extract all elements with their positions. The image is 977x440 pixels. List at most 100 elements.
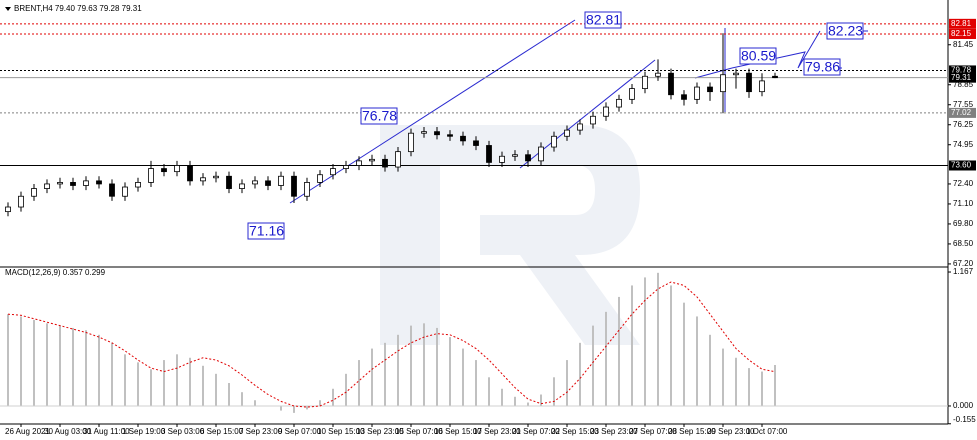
macd-bar [228, 383, 230, 406]
macd-bar [761, 371, 763, 406]
y-tick-label: 81.45 [953, 40, 974, 49]
candle-body [408, 132, 414, 153]
annotation-box [803, 58, 841, 76]
annotation-box [739, 47, 777, 65]
annotation-label: 80.59 [741, 48, 776, 64]
x-tick-label: 21 Sep 07:00 [512, 427, 560, 436]
candle-body [187, 165, 193, 182]
candle-body [603, 106, 609, 117]
candle-body [304, 182, 310, 197]
x-tick-label: 13 Sep 23:00 [356, 427, 404, 436]
x-tick-label: 1 Sep 19:00 [122, 427, 166, 436]
candle-body [668, 72, 674, 96]
y-tick-label: 71.10 [953, 199, 974, 208]
macd-bar [306, 405, 308, 410]
candle-body [746, 72, 752, 93]
macd-signal [7, 281, 776, 408]
annotation-label: 76.78 [362, 108, 397, 124]
macd-bar [189, 357, 191, 406]
macd-bar [150, 369, 152, 406]
candle-body [694, 86, 700, 100]
macd-y-tick-label: -0.155 [953, 415, 976, 424]
macd-bar [241, 392, 243, 406]
macd-bar [332, 388, 334, 406]
macd-bar [254, 400, 256, 406]
candle-body [330, 168, 336, 176]
macd-bar [540, 394, 542, 406]
candle-body [18, 195, 24, 208]
candle-body [5, 206, 11, 213]
candle-body [135, 182, 141, 188]
candle-body [57, 182, 63, 185]
candle-body [681, 94, 687, 100]
candle-body [83, 180, 89, 186]
macd-bar [683, 302, 685, 406]
candle-body [200, 177, 206, 182]
candle-body [499, 155, 505, 163]
macd-bar [319, 400, 321, 406]
macd-bar [293, 405, 295, 413]
macd-bar [423, 323, 425, 406]
annotation-label: 82.23 [828, 23, 863, 39]
macd-bar [215, 373, 217, 406]
level-label-box [949, 160, 976, 171]
macd-bar [436, 327, 438, 406]
candle-body [265, 180, 271, 186]
y-tick-label: 67.20 [953, 259, 974, 268]
candle-body [96, 180, 102, 185]
macd-bar [46, 323, 48, 406]
candle-body [252, 180, 258, 185]
macd-bar [644, 277, 646, 406]
candle-body [525, 154, 531, 162]
candle-body [655, 72, 661, 77]
macd-bar [449, 337, 451, 406]
candle-body [109, 183, 115, 197]
macd-bar [735, 357, 737, 406]
candle-body [31, 188, 37, 197]
level-label-box [949, 72, 976, 83]
y-tick-label: 68.50 [953, 239, 974, 248]
x-tick-label: 26 Aug 2021 [5, 427, 50, 436]
y-tick-label: 76.25 [953, 120, 974, 129]
candle-body [174, 165, 180, 173]
macd-bar [85, 330, 87, 406]
candle-body [486, 145, 492, 163]
macd-bar [98, 334, 100, 406]
level-label-box [949, 28, 976, 39]
macd-bar [696, 316, 698, 406]
macd-bar [124, 354, 126, 406]
macd-bar [410, 325, 412, 406]
x-tick-label: 9 Sep 07:00 [278, 427, 322, 436]
macd-bar [111, 342, 113, 406]
annotation-box [584, 11, 622, 29]
candle-body [148, 168, 154, 183]
annotation-label: 79.86 [805, 59, 840, 75]
level-label: 82.81 [951, 19, 972, 28]
macd-bar [774, 364, 776, 406]
candle-body [70, 182, 76, 186]
macd-bar [358, 360, 360, 406]
level-label: 79.78 [951, 66, 972, 75]
x-tick-label: 6 Sep 15:00 [200, 427, 244, 436]
x-tick-label: 23 Sep 23:00 [590, 427, 638, 436]
x-tick-label: 17 Sep 23:00 [473, 427, 521, 436]
macd-bar [33, 319, 35, 406]
candle-body [642, 75, 648, 89]
candle-body [395, 151, 401, 168]
macd-bar [384, 342, 386, 406]
macd-bar [137, 362, 139, 406]
macd-bar [59, 325, 61, 406]
macd-bar [20, 316, 22, 406]
macd-bar [397, 334, 399, 406]
candle-body [733, 72, 739, 76]
x-tick-label: 31 Aug 11:00 [83, 427, 130, 436]
candle-body [356, 160, 362, 166]
macd-bar [7, 314, 9, 406]
candle-body [460, 135, 466, 142]
macd-bar [280, 405, 282, 411]
level-label-box [949, 18, 976, 29]
macd-bar [605, 311, 607, 406]
macd-bar [345, 373, 347, 406]
x-tick-label: 30 Aug 03:00 [44, 427, 92, 436]
y-tick-label: 69.80 [953, 219, 974, 228]
